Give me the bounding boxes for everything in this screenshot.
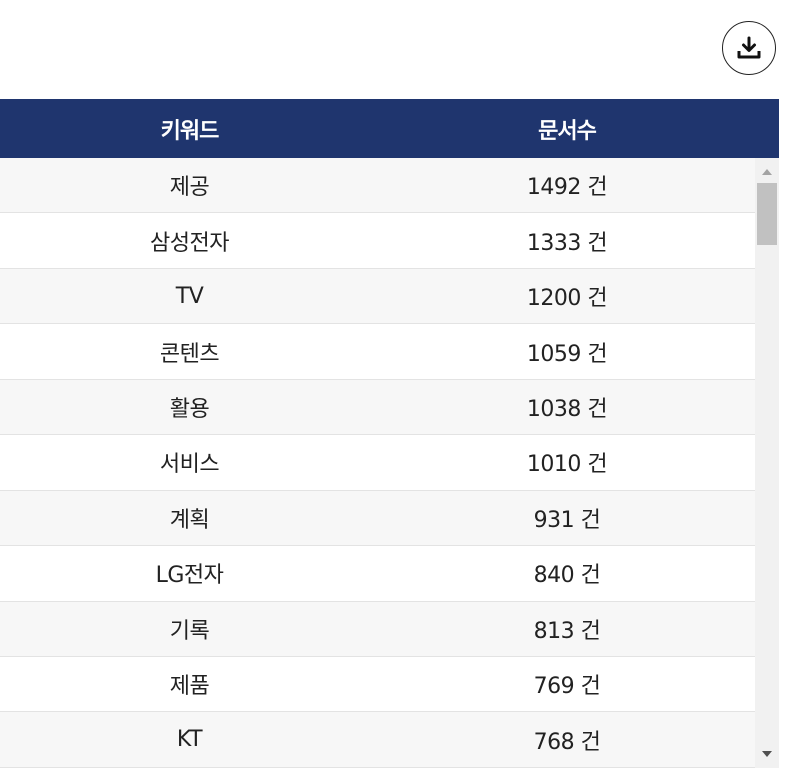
- doc-count-cell: 1492 건: [526, 175, 608, 201]
- keyword-cell: 서비스: [159, 452, 220, 478]
- scrollbar-thumb[interactable]: [757, 183, 777, 245]
- doc-count-cell: 813 건: [533, 618, 601, 644]
- keyword-cell: 기록: [169, 618, 210, 644]
- keyword-cell: 제품: [169, 674, 210, 700]
- vertical-scrollbar[interactable]: [755, 158, 779, 768]
- table-row[interactable]: KT 768 건: [0, 712, 755, 768]
- keyword-cell: 활용: [169, 396, 210, 422]
- doc-count-cell: 1038 건: [526, 396, 608, 422]
- doc-count-cell: 1059 건: [526, 341, 608, 367]
- keyword-cell: 콘텐츠: [159, 341, 220, 367]
- table-row[interactable]: 제공 1492 건: [0, 158, 755, 214]
- download-button[interactable]: [722, 21, 776, 75]
- doc-count-cell: 769 건: [533, 674, 601, 700]
- table-header: 키워드 문서수: [0, 99, 779, 158]
- column-header-doc-count[interactable]: 문서수: [538, 118, 597, 144]
- table-row[interactable]: 콘텐츠 1059 건: [0, 324, 755, 380]
- table-row[interactable]: TV 1200 건: [0, 268, 755, 325]
- table-row[interactable]: 기록 813 건: [0, 601, 755, 657]
- doc-count-cell: 931 건: [533, 507, 601, 533]
- keyword-cell: 삼성전자: [150, 230, 229, 256]
- doc-count-cell: 1333 건: [526, 230, 608, 256]
- download-icon: [737, 36, 761, 59]
- table-row[interactable]: 활용 1038 건: [0, 379, 755, 436]
- table-row[interactable]: 제품 769 건: [0, 656, 755, 713]
- keyword-cell: LG전자: [155, 563, 224, 589]
- table-row[interactable]: LG전자 840 건: [0, 546, 755, 602]
- table-row[interactable]: 삼성전자 1333 건: [0, 213, 755, 269]
- keyword-cell: KT: [176, 727, 203, 753]
- doc-count-cell: 1010 건: [526, 452, 608, 478]
- column-header-keyword[interactable]: 키워드: [160, 118, 220, 144]
- scroll-down-arrow-icon[interactable]: [755, 744, 779, 764]
- table-row[interactable]: 서비스 1010 건: [0, 435, 755, 491]
- table-row[interactable]: 계획 931 건: [0, 490, 755, 547]
- doc-count-cell: 840 건: [533, 563, 601, 589]
- keyword-cell: 제공: [169, 175, 210, 201]
- doc-count-cell: 768 건: [533, 729, 601, 755]
- keyword-cell: 계획: [169, 507, 210, 533]
- doc-count-cell: 1200 건: [526, 286, 608, 312]
- keyword-cell: TV: [175, 283, 204, 309]
- scroll-up-arrow-icon[interactable]: [755, 162, 779, 182]
